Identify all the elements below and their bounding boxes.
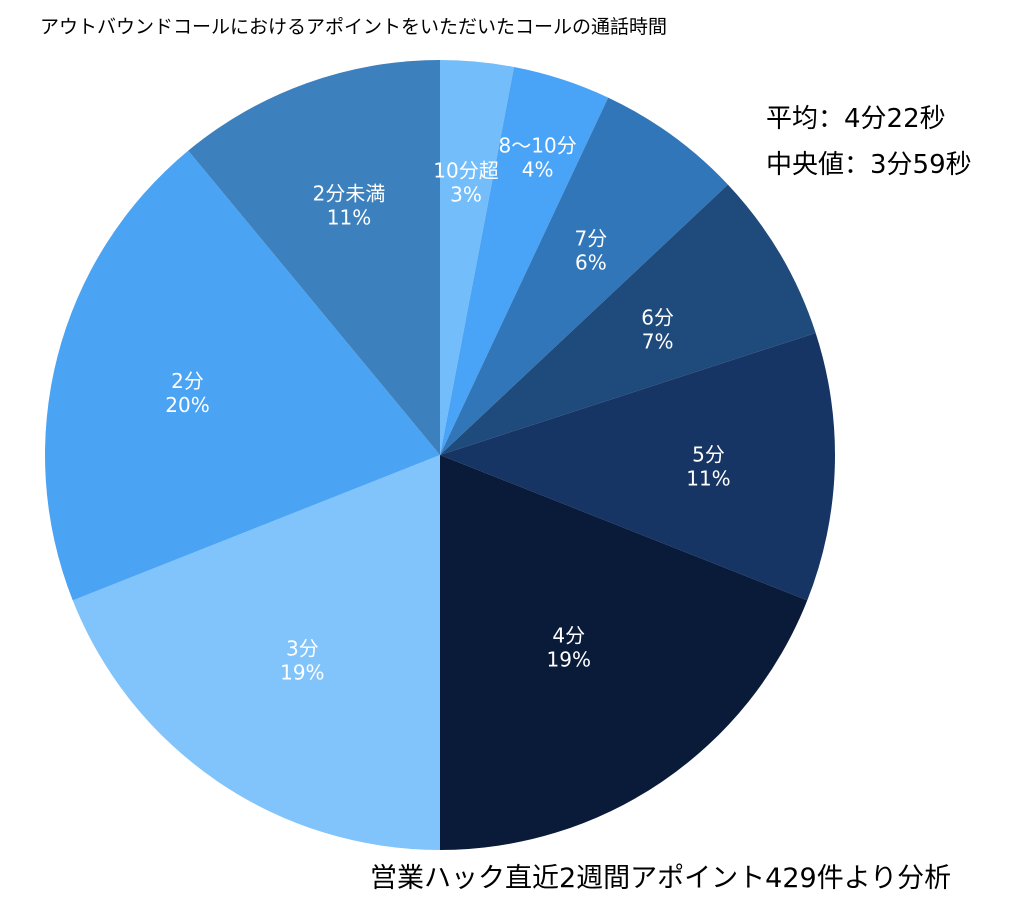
average-annotation: 平均：4分22秒 xyxy=(766,104,946,134)
slice-percent-label: 3% xyxy=(450,183,482,207)
slice-category-label: 8〜10分 xyxy=(499,133,577,157)
slice-category-label: 4分 xyxy=(552,623,585,647)
pie-slice-5 xyxy=(440,332,835,601)
pie-slices xyxy=(44,60,835,850)
pie-slice-1 xyxy=(440,60,515,455)
slice-category-label: 5分 xyxy=(692,442,725,466)
slice-category-label: 3分 xyxy=(286,637,319,661)
slice-percent-label: 11% xyxy=(327,205,371,229)
slice-percent-label: 6% xyxy=(575,250,607,274)
slice-percent-label: 19% xyxy=(547,647,591,671)
slice-percent-label: 20% xyxy=(165,393,209,417)
slice-percent-label: 4% xyxy=(522,157,554,181)
slice-labels: 10分超3%8〜10分4%7分6%6分7%5分11%4分19%3分19%2分20… xyxy=(165,133,730,684)
slice-category-label: 2分未満 xyxy=(313,181,386,205)
summary-stats: 平均：4分22秒 中央値：3分59秒 xyxy=(766,96,972,188)
slice-percent-label: 19% xyxy=(280,661,324,685)
pie-slice-3 xyxy=(440,97,728,455)
source-note: 営業ハック直近2週間アポイント429件より分析 xyxy=(370,863,952,894)
slice-percent-label: 7% xyxy=(642,329,674,353)
pie-slice-4 xyxy=(440,184,816,456)
pie-slice-8 xyxy=(44,150,441,601)
pie-slice-2 xyxy=(440,66,609,456)
slice-category-label: 10分超 xyxy=(433,159,498,183)
chart-title: アウトバウンドコールにおけるアポイントをいただいたコールの通話時間 xyxy=(40,16,668,38)
slice-category-label: 6分 xyxy=(641,305,674,329)
slice-category-label: 2分 xyxy=(171,369,204,393)
pie-slice-9 xyxy=(188,60,440,455)
pie-slice-7 xyxy=(72,455,441,850)
slice-category-label: 7分 xyxy=(575,226,608,250)
slice-percent-label: 11% xyxy=(686,466,730,490)
median-annotation: 中央値：3分59秒 xyxy=(766,150,972,180)
pie-slice-6 xyxy=(440,455,808,850)
